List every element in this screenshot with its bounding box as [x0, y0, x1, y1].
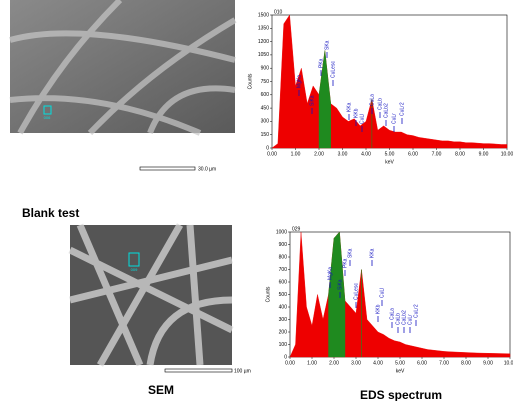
x-tick-label: 4.00 [373, 360, 383, 366]
scale-bar [164, 368, 233, 373]
sem-image [9, 0, 237, 136]
y-tick-label: 150 [261, 132, 270, 138]
caption: SEM [148, 383, 174, 397]
y-tick-label: 1500 [258, 12, 269, 18]
corner-label: 029 [292, 226, 301, 232]
peak-label: SiKa [337, 279, 343, 290]
x-tick-label: 8.00 [461, 360, 471, 366]
peak-label: SKa [324, 40, 330, 50]
x-tick-label: 10.00 [504, 360, 513, 366]
x-tick-label: 6.00 [408, 151, 418, 157]
y-tick-label: 0 [266, 145, 269, 151]
x-tick-label: 0.00 [285, 360, 295, 366]
y-tick-label: 300 [261, 119, 270, 125]
y-tick-label: 900 [279, 242, 288, 248]
peak-label: KKa [346, 102, 352, 112]
peak-label: SiKa [309, 95, 315, 106]
peak-label: CuLa [369, 94, 375, 106]
spectrum-area [289, 231, 511, 358]
y-tick-label: 400 [279, 304, 288, 310]
y-tick-label: 750 [261, 79, 270, 85]
peak-label: KKb [353, 108, 359, 118]
x-tick-label: 1.00 [291, 151, 301, 157]
peak-label: CuLr [407, 314, 413, 325]
x-tick-label: 1.00 [307, 360, 317, 366]
peak-label: CuLr2 [399, 102, 405, 116]
peak-label: MgKa [296, 75, 302, 88]
peak-label: CuLl [379, 288, 385, 298]
scale-bar [139, 166, 196, 171]
corner-label: 010 [274, 9, 283, 15]
y-tick-label: 500 [279, 292, 288, 298]
peak-label: CaLb2 [401, 310, 407, 325]
y-tick-label: 800 [279, 254, 288, 260]
peak-label: CaLa [389, 308, 395, 320]
y-tick-label: 1000 [276, 229, 287, 235]
peak-label: CuLl [359, 114, 365, 124]
x-axis-label: keV [385, 159, 394, 165]
peak-label: CuLesc [330, 61, 336, 78]
peak-label: SKa [347, 248, 353, 258]
x-tick-label: 5.00 [385, 151, 395, 157]
spectrum-area [318, 50, 331, 149]
spectrum-area [271, 14, 508, 149]
x-tick-label: 10.00 [501, 151, 513, 157]
y-tick-label: 0 [284, 354, 287, 360]
x-tick-label: 9.00 [479, 151, 489, 157]
peak-label: CaLb2 [383, 103, 389, 118]
peak-label: CaLb [395, 313, 401, 325]
x-tick-label: 7.00 [432, 151, 442, 157]
y-tick-label: 700 [279, 267, 288, 273]
caption: Blank test [22, 206, 79, 220]
peak-label: KKb [375, 304, 381, 314]
x-tick-label: 2.00 [329, 360, 339, 366]
y-tick-label: 450 [261, 105, 270, 111]
y-axis-label: Counts [265, 286, 271, 302]
x-tick-label: 9.00 [483, 360, 493, 366]
y-tick-label: 1050 [258, 52, 269, 58]
y-tick-label: 1350 [258, 26, 269, 32]
y-tick-label: 1200 [258, 39, 269, 45]
y-tick-label: 300 [279, 317, 288, 323]
peak-label: CuLr2 [413, 304, 419, 318]
scale-label: 100 µm [234, 368, 251, 374]
image-marker: 006 [44, 115, 51, 120]
peak-label: KKa [369, 248, 375, 258]
y-tick-label: 200 [279, 329, 288, 335]
spectrum-area [328, 231, 346, 358]
x-tick-label: 3.00 [338, 151, 348, 157]
x-tick-label: 3.00 [351, 360, 361, 366]
x-tick-label: 7.00 [439, 360, 449, 366]
scale-label: 30.0 µm [198, 166, 216, 172]
x-tick-label: 8.00 [455, 151, 465, 157]
caption: EDS spectrum [360, 388, 442, 401]
x-tick-label: 2.00 [314, 151, 324, 157]
x-tick-label: 6.00 [417, 360, 427, 366]
y-tick-label: 900 [261, 66, 270, 72]
sem-image [68, 223, 234, 367]
y-tick-label: 600 [279, 279, 288, 285]
peak-label: MgKa [327, 267, 333, 280]
x-tick-label: 4.00 [361, 151, 371, 157]
y-tick-label: 100 [279, 342, 288, 348]
peak-label: PKa [318, 58, 324, 68]
y-tick-label: 600 [261, 92, 270, 98]
x-tick-label: 0.00 [267, 151, 277, 157]
image-marker: 009 [131, 267, 138, 272]
x-tick-label: 5.00 [395, 360, 405, 366]
y-axis-label: Counts [247, 73, 253, 89]
x-axis-label: keV [396, 368, 405, 374]
peak-label: CaLb [377, 98, 383, 110]
peak-label: CuLesc [353, 283, 359, 300]
peak-label: CuLr [391, 113, 397, 124]
peak-label: PKa [342, 258, 348, 268]
